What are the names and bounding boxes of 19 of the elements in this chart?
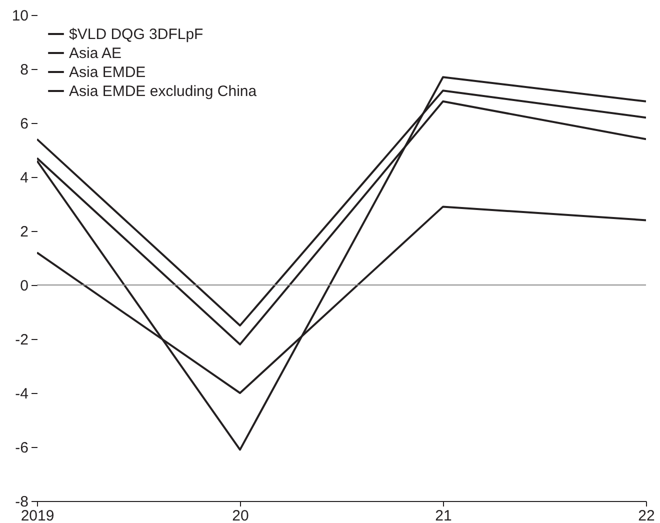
y-tick-label: 10 (12, 8, 28, 24)
y-tick-label: 8 (20, 62, 28, 78)
line-series (37, 76, 646, 451)
y-tick-label: 6 (20, 116, 28, 132)
y-tick-label: 0 (20, 278, 28, 294)
legend-label: Asia AE (69, 45, 122, 62)
legend-label: $VLD DQG 3DFLpF (69, 26, 204, 43)
x-tick-label: 20 (232, 508, 249, 523)
x-tick-label: 2019 (20, 508, 54, 523)
y-tick-label: 2 (20, 224, 28, 240)
y-tick-label: -4 (15, 386, 28, 402)
legend-label: Asia EMDE (69, 64, 146, 81)
y-tick-label: 4 (20, 170, 28, 186)
y-tick-label: -6 (15, 440, 28, 456)
legend-label: Asia EMDE excluding China (69, 83, 258, 100)
x-tick-label: 21 (435, 508, 452, 523)
y-tick-label: -2 (15, 332, 28, 348)
x-tick-label: 22 (638, 508, 655, 523)
y-tick-label: -8 (15, 494, 28, 510)
